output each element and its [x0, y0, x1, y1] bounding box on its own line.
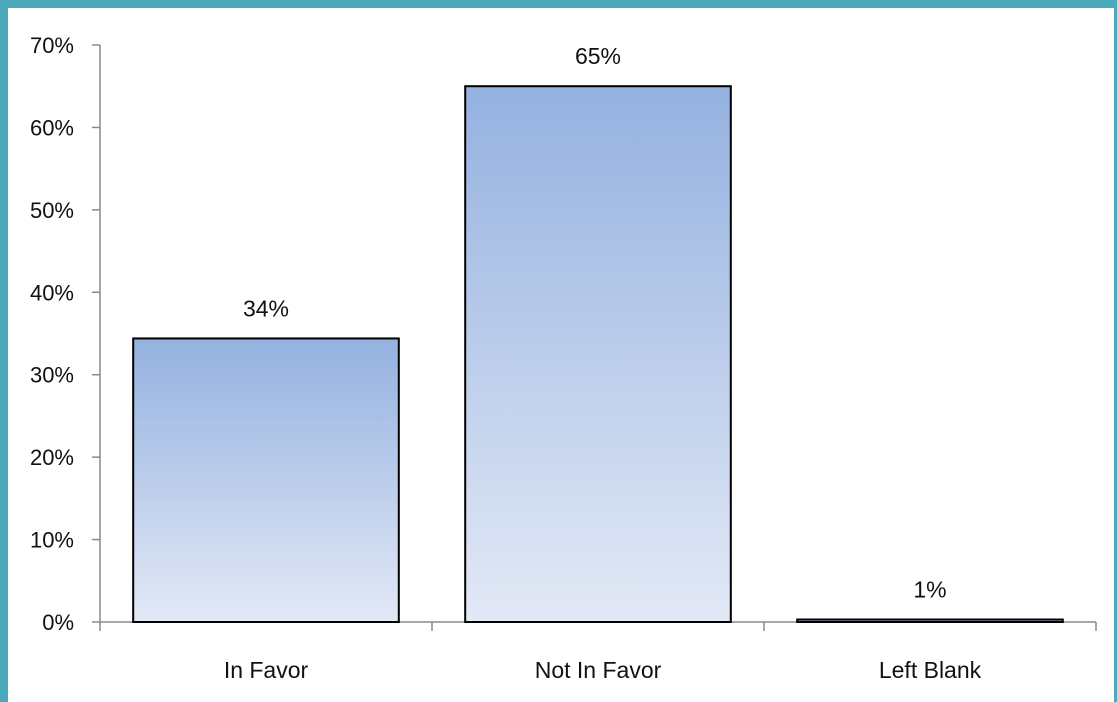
x-category-label: Left Blank: [879, 657, 982, 683]
data-label: 65%: [575, 43, 621, 69]
data-label: 1%: [913, 577, 946, 603]
bar: [464, 85, 732, 623]
labels: 0% 10% 20% 30% 40% 50% 60% 70% 34% In Favor 65% Not…: [30, 33, 982, 683]
y-tick-label: 20%: [30, 445, 74, 470]
data-label: 34%: [243, 295, 289, 321]
y-tick-label: 50%: [30, 198, 74, 223]
y-tick-label: 70%: [30, 33, 74, 58]
bar: [796, 618, 1064, 624]
y-tick-label: 0%: [42, 610, 74, 635]
bar: [132, 337, 400, 623]
y-tick-label: 60%: [30, 115, 74, 140]
y-tick-label: 10%: [30, 528, 74, 553]
x-category-label: Not In Favor: [535, 657, 662, 683]
bars: [132, 85, 1064, 624]
y-tick-label: 40%: [30, 280, 74, 305]
x-category-label: In Favor: [224, 657, 309, 683]
y-tick-label: 30%: [30, 363, 74, 388]
